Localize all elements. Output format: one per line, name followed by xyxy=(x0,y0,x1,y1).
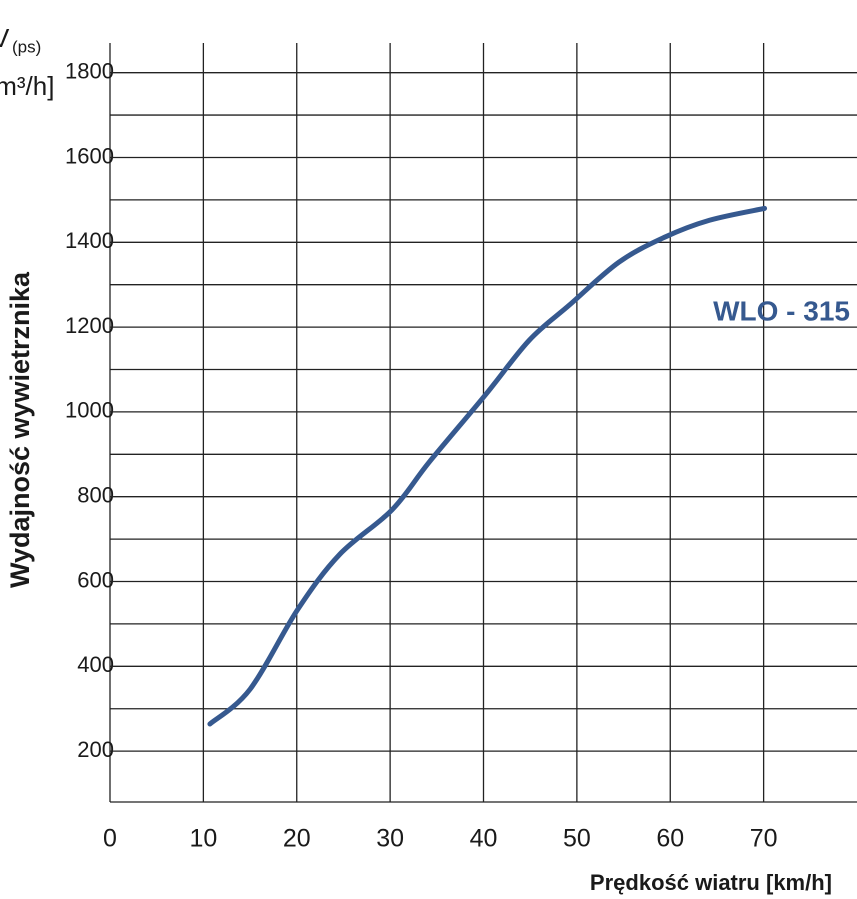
y-symbol-sub: (ps) xyxy=(12,37,41,56)
y-tick-label: 200 xyxy=(77,737,114,762)
y-tick-label: 400 xyxy=(77,652,114,677)
y-unit: [m³/h] xyxy=(0,71,54,101)
y-tick-label: 600 xyxy=(77,567,114,592)
y-symbol: V xyxy=(0,23,10,53)
data-line xyxy=(207,205,768,727)
y-axis-label: Wydajność wywietrznika xyxy=(5,271,35,588)
x-tick-label: 40 xyxy=(470,825,498,853)
x-tick-label: 50 xyxy=(563,825,591,853)
y-tick-label: 1400 xyxy=(65,228,114,253)
x-tick-label: 20 xyxy=(283,825,311,853)
x-tick-label: 30 xyxy=(376,825,404,853)
y-tick-label: 800 xyxy=(77,483,114,508)
x-tick-label: 60 xyxy=(656,825,684,853)
y-tick-label: 1000 xyxy=(65,398,114,423)
x-tick-label: 0 xyxy=(103,825,117,853)
x-tick-label: 70 xyxy=(750,825,778,853)
x-axis-label: Prędkość wiatru [km/h] xyxy=(590,870,832,895)
y-tick-label: 1600 xyxy=(65,143,114,168)
x-tick-label: 10 xyxy=(189,825,217,853)
series-annotation: WLO - 315 xyxy=(713,295,850,326)
y-tick-label: 1200 xyxy=(65,313,114,338)
y-tick-label: 1800 xyxy=(65,58,114,83)
